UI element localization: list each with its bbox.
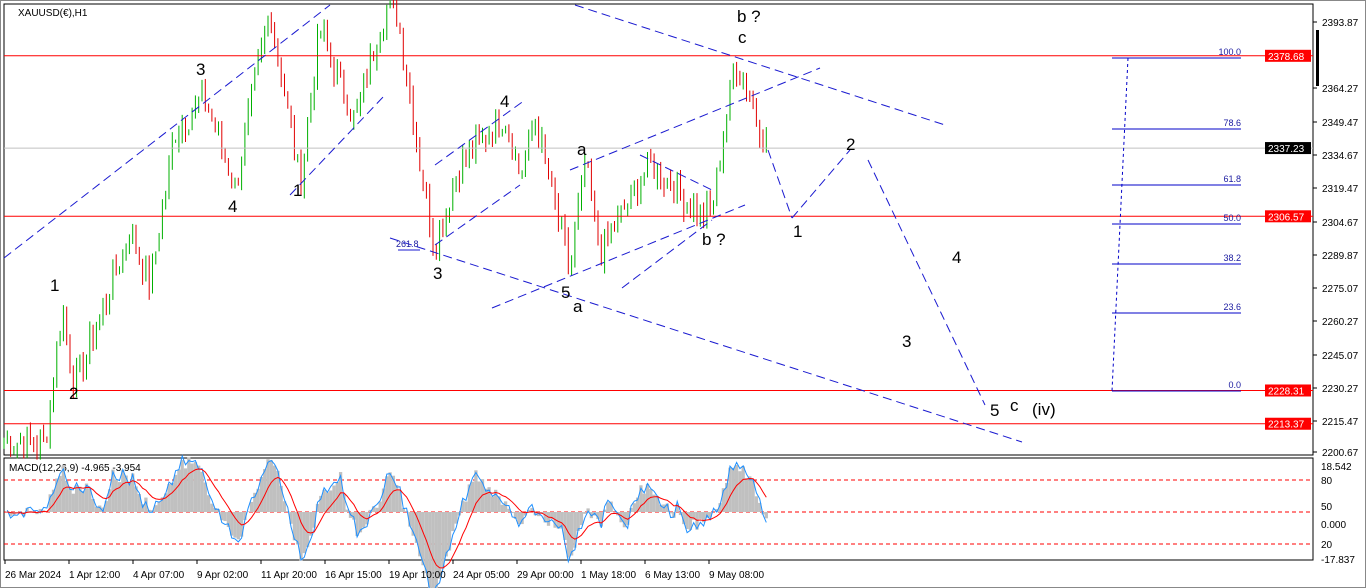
- macd-line: [6, 454, 767, 588]
- wave-label: 1: [293, 181, 302, 200]
- wave-label: b ?: [702, 230, 726, 249]
- wave-trendline: [3, 4, 331, 259]
- wave-label: 5: [561, 283, 570, 302]
- fib-extension-label: 261.8: [396, 239, 419, 249]
- macd-tick-label: 50: [1321, 502, 1333, 513]
- wave-trendline: [289, 94, 386, 196]
- wave-label: (iv): [1032, 400, 1056, 419]
- wave-label: 3: [196, 60, 205, 79]
- price-level-label: 2378.68: [1268, 52, 1305, 63]
- wave-label: 4: [228, 197, 237, 216]
- price-level-tag: [1265, 384, 1311, 397]
- fib-level-label: 100.0: [1218, 47, 1241, 57]
- time-tick-label: 6 May 13:00: [645, 570, 700, 581]
- wave-label: c: [738, 28, 747, 47]
- wave-label: 4: [952, 248, 961, 267]
- wave-trendline: [767, 149, 793, 219]
- wave-label: 3: [433, 264, 442, 283]
- macd-tick-label: 20: [1321, 540, 1333, 551]
- wave-label: b ?: [737, 7, 761, 26]
- macd-tick-label: -17.837: [1321, 555, 1355, 566]
- price-tick-label: 2230.27: [1322, 384, 1359, 395]
- time-tick-label: 9 May 08:00: [709, 570, 764, 581]
- price-level-tag: [1265, 49, 1311, 62]
- fib-level-label: 50.0: [1223, 213, 1241, 223]
- time-tick-label: 4 Apr 07:00: [133, 570, 185, 581]
- price-tick-label: 2319.47: [1322, 184, 1359, 195]
- wave-label: 3: [902, 332, 911, 351]
- time-tick-label: 24 Apr 05:00: [453, 570, 510, 581]
- price-tick-label: 2245.07: [1322, 351, 1359, 362]
- time-tick-label: 1 Apr 12:00: [69, 570, 121, 581]
- macd-pane: [3, 457, 1314, 561]
- wave-label: a: [577, 140, 587, 159]
- price-level-label: 2213.37: [1268, 420, 1305, 431]
- price-level-tag: [1265, 417, 1311, 430]
- price-level-tag: [1265, 210, 1311, 223]
- price-tick-label: 2364.27: [1322, 84, 1359, 95]
- time-tick-label: 9 Apr 02:00: [197, 570, 249, 581]
- wave-label: c: [1010, 396, 1019, 415]
- symbol-title: XAUUSD(€),H1: [18, 8, 88, 19]
- price-tick-label: 2275.07: [1322, 284, 1359, 295]
- wave-trendline: [389, 237, 1023, 443]
- wave-label: 2: [69, 384, 78, 403]
- fib-level-label: 0.0: [1228, 380, 1241, 390]
- time-tick-label: 19 Apr 10:00: [389, 570, 446, 581]
- macd-tick-label: 18.542: [1321, 462, 1352, 473]
- wave-trendline: [569, 67, 821, 171]
- wave-trendline: [574, 4, 946, 126]
- price-tick-label: 2260.27: [1322, 317, 1359, 328]
- price-tick-label: 2304.67: [1322, 218, 1359, 229]
- wave-trendline: [491, 204, 746, 309]
- wave-trendline: [434, 184, 521, 246]
- fib-level-label: 23.6: [1223, 302, 1241, 312]
- price-tick-label: 2393.87: [1322, 18, 1359, 29]
- price-level-label: 2306.57: [1268, 212, 1305, 223]
- macd-title: MACD(12,26,9) -4.965 -3.954: [9, 463, 141, 474]
- wave-label: 2: [846, 135, 855, 154]
- wave-label: 1: [793, 222, 802, 241]
- wave-trendline: [621, 219, 713, 289]
- wave-label: 1: [50, 276, 59, 295]
- fib-trend-line: [1111, 57, 1129, 392]
- fib-level-label: 38.2: [1223, 253, 1241, 263]
- time-tick-label: 29 Apr 00:00: [517, 570, 574, 581]
- scroll-indicator: [1316, 30, 1319, 86]
- macd-tick-label: 0.000: [1321, 520, 1346, 531]
- time-tick-label: 16 Apr 15:00: [325, 570, 382, 581]
- fib-level-label: 78.6: [1223, 118, 1241, 128]
- wave-label: a: [573, 297, 583, 316]
- price-tick-label: 2289.87: [1322, 251, 1359, 262]
- current-price-tag: [1265, 142, 1311, 155]
- wave-trendline: [434, 99, 526, 166]
- price-tick-label: 2349.47: [1322, 118, 1359, 129]
- fib-level-label: 61.8: [1223, 174, 1241, 184]
- current-price-label: 2337.23: [1268, 144, 1305, 155]
- main-pane: [3, 3, 1314, 456]
- price-tick-label: 2215.47: [1322, 417, 1359, 428]
- price-tick-label: 2334.67: [1322, 151, 1359, 162]
- wave-label: 4: [500, 92, 509, 111]
- wave-trendline: [867, 159, 986, 406]
- macd-tick-label: 80: [1321, 476, 1333, 487]
- price-level-label: 2228.31: [1268, 386, 1305, 397]
- time-tick-label: 1 May 18:00: [581, 570, 636, 581]
- time-tick-label: 26 Mar 2024: [5, 570, 62, 581]
- wave-label: 5: [990, 401, 999, 420]
- wave-trendline: [791, 149, 851, 219]
- macd-signal-line: [7, 468, 767, 569]
- price-tick-label: 2200.67: [1322, 448, 1359, 459]
- time-tick-label: 11 Apr 20:00: [261, 570, 317, 581]
